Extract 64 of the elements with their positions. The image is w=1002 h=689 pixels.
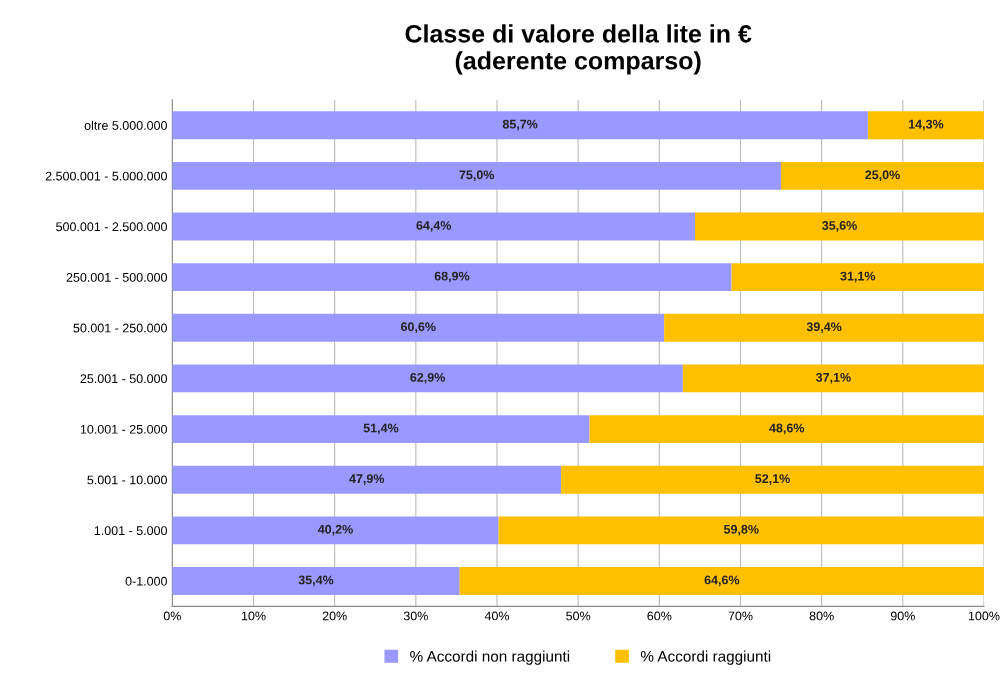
y-tick-label: oltre 5.000.000 [84, 120, 167, 130]
data-label: 25,0% [865, 170, 900, 182]
bar [172, 516, 499, 545]
y-tick-label: 2.500.001 - 5.000.000 [45, 171, 168, 181]
data-label: 40,2% [317, 524, 353, 536]
data-label: 35,6% [822, 221, 857, 232]
y-tick-label: 25.001 - 50.000 [80, 374, 167, 384]
x-tick-label: 10% [241, 611, 266, 621]
data-label: 51,4% [363, 423, 399, 435]
data-label: 68,9% [434, 271, 470, 283]
data-label: 62,9% [410, 372, 445, 384]
data-label: 59,8% [723, 524, 759, 536]
bar [664, 313, 984, 342]
x-tick-label: 70% [728, 611, 753, 621]
x-tick-label: 30% [403, 611, 428, 621]
x-tick-label: 0% [163, 611, 181, 621]
legend-label: % Accordi raggiunti [640, 650, 771, 665]
data-label: 39,4% [806, 322, 842, 333]
bar [695, 212, 984, 241]
bar [172, 465, 562, 494]
y-tick-label: 0-1.000 [125, 576, 167, 586]
bar [172, 161, 782, 190]
bar [498, 516, 984, 545]
data-label: 37,1% [815, 372, 851, 384]
data-label: 75,0% [459, 170, 495, 182]
bar [172, 567, 460, 595]
bar [682, 364, 984, 393]
legend-label: % Accordi non raggiunti [410, 650, 570, 665]
data-label: 14,3% [909, 119, 944, 131]
bar [172, 111, 868, 140]
bar [172, 313, 665, 342]
bar [589, 415, 984, 443]
bar [867, 111, 984, 140]
data-label: 47,9% [349, 474, 385, 485]
x-tick-label: 60% [647, 611, 672, 621]
data-label: 64,4% [416, 221, 452, 232]
data-label: 60,6% [401, 322, 436, 333]
chart-title: Classe di valore della lite in € (aderente comparso) [405, 24, 752, 75]
x-tick-label: 50% [566, 611, 591, 621]
bar [172, 212, 696, 241]
bar [172, 415, 590, 443]
data-label: 31,1% [840, 271, 876, 283]
x-tick-label: 80% [809, 611, 834, 621]
bar [459, 567, 984, 595]
y-tick-label: 50.001 - 250.000 [73, 323, 167, 333]
y-tick-label: 1.001 - 5.000 [94, 526, 167, 536]
y-tick-label: 250.001 - 500.000 [66, 272, 167, 282]
y-tick-label: 500.001 - 2.500.000 [56, 222, 168, 232]
data-label: 85,7% [502, 119, 538, 131]
bar [781, 161, 984, 190]
bar [172, 364, 683, 393]
x-tick-label: 90% [890, 611, 915, 621]
bar [561, 465, 984, 494]
data-label: 35,4% [298, 575, 334, 587]
x-tick-label: 40% [484, 611, 510, 621]
bar [172, 263, 732, 292]
bar [731, 263, 984, 292]
data-label: 48,6% [769, 423, 805, 435]
y-tick-label: 10.001 - 25.000 [80, 424, 167, 434]
x-tick-label: 100% [968, 611, 1000, 621]
data-label: 64,6% [704, 575, 740, 587]
y-tick-label: 5.001 - 10.000 [87, 475, 167, 485]
data-label: 52,1% [755, 474, 790, 485]
x-tick-label: 20% [322, 611, 347, 621]
